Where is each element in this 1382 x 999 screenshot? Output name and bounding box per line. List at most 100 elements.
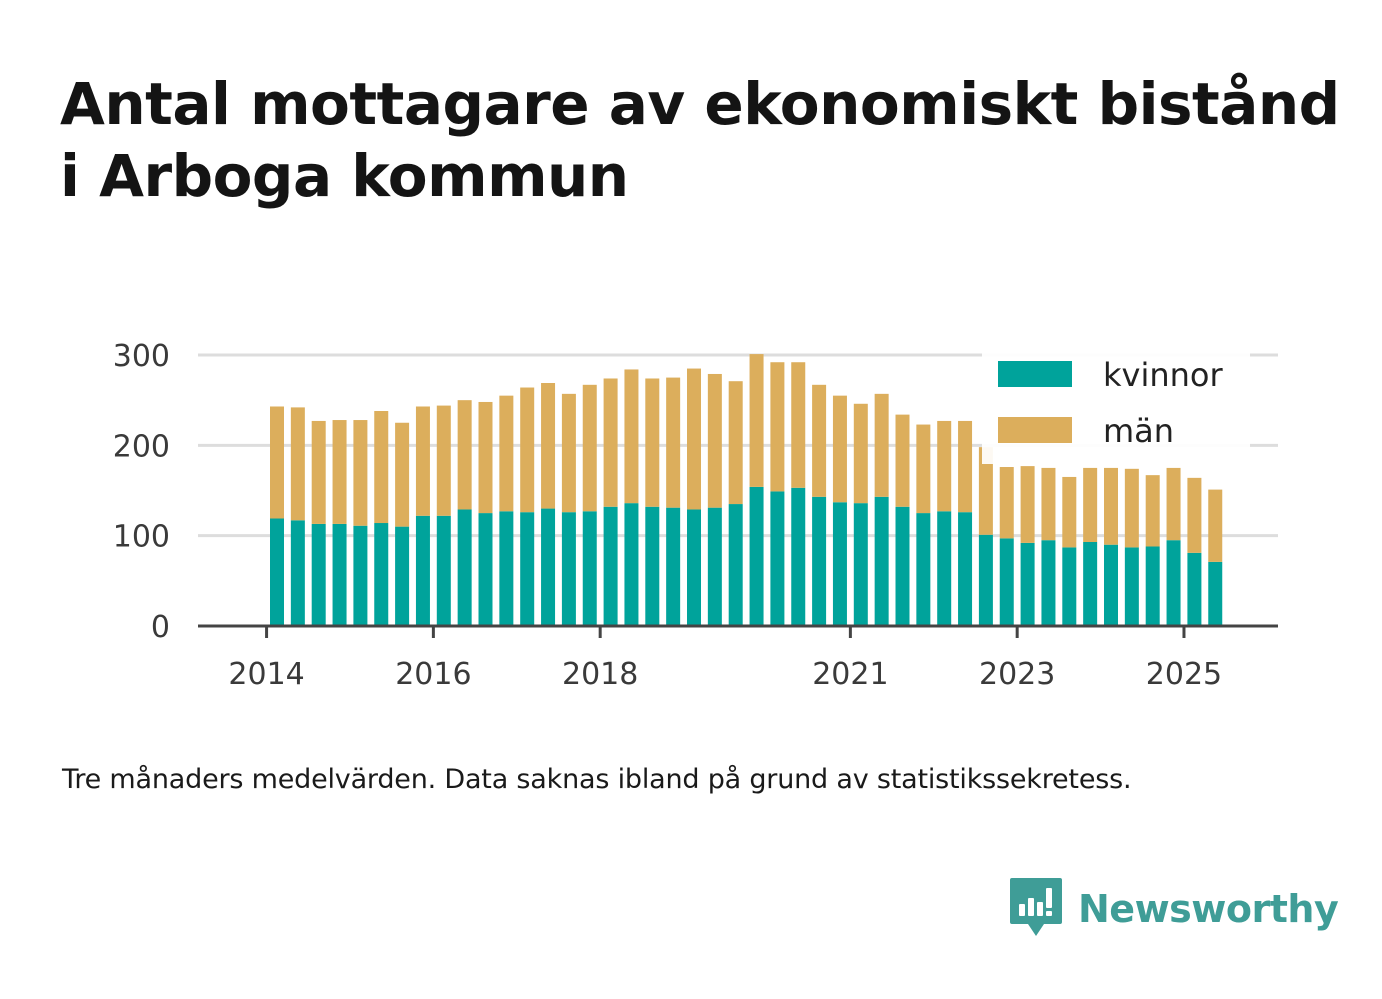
bar-man <box>270 406 284 519</box>
bar-kvinnor <box>1187 552 1202 626</box>
bar-man <box>1062 476 1077 548</box>
bar-man <box>1041 467 1056 541</box>
bar-kvinnor <box>561 512 576 626</box>
bar-man <box>707 373 722 508</box>
bar-kvinnor <box>749 486 764 626</box>
bar-man <box>520 387 535 513</box>
bar-kvinnor <box>1166 540 1181 626</box>
bar-man <box>541 383 556 509</box>
bar-kvinnor <box>812 496 827 626</box>
bar-man <box>436 405 451 516</box>
bar-man <box>499 395 514 512</box>
bar-kvinnor <box>666 507 681 626</box>
bar-kvinnor <box>707 507 722 626</box>
bar-kvinnor <box>374 523 389 626</box>
bar-kvinnor <box>1041 540 1056 626</box>
bar-man <box>395 422 410 527</box>
bar-kvinnor <box>687 509 701 626</box>
bar-man <box>895 414 910 507</box>
bar-man <box>874 393 889 497</box>
stacked-bar-chart: 0 100 200 300 2014 2016 2018 2021 2023 2025 kvinno… <box>113 339 1278 692</box>
bar-man <box>603 378 618 507</box>
bar-man <box>645 378 660 507</box>
bar-man <box>728 381 743 505</box>
bar-kvinnor <box>478 513 493 626</box>
bar-kvinnor <box>1124 547 1139 626</box>
bar-man <box>937 420 952 512</box>
bar-man <box>687 368 701 510</box>
bar-kvinnor <box>895 506 910 626</box>
y-tick-label: 0 <box>151 610 170 645</box>
bar-man <box>958 420 973 513</box>
x-tick-label: 2023 <box>979 657 1055 692</box>
bar-kvinnor <box>1208 561 1223 626</box>
bar-man <box>582 384 597 512</box>
bar-man <box>1166 467 1181 541</box>
bar-kvinnor <box>937 511 952 626</box>
legend-swatch-kvinnor <box>998 361 1072 387</box>
y-tick-label: 200 <box>113 429 170 464</box>
bar-kvinnor <box>436 515 451 626</box>
x-tick-label: 2014 <box>228 657 304 692</box>
bar-kvinnor <box>999 538 1014 626</box>
x-tick-label: 2016 <box>395 657 471 692</box>
bar-kvinnor <box>1083 541 1098 626</box>
bar-man <box>1104 467 1118 545</box>
chart-title: Antal mottagare av ekonomiskt bistånd i … <box>60 70 1340 210</box>
y-tick-label: 300 <box>113 339 170 374</box>
bar-man <box>791 362 806 488</box>
bar-kvinnor <box>1145 546 1160 626</box>
bar-kvinnor <box>728 504 743 626</box>
bar-man <box>812 384 827 497</box>
bar-kvinnor <box>1104 544 1118 626</box>
footnote: Tre månaders medelvärden. Data saknas ib… <box>62 764 1132 795</box>
bar-man <box>978 447 993 535</box>
legend-label-kvinnor: kvinnor <box>1103 356 1224 394</box>
bar-man <box>1208 489 1223 562</box>
x-tick-label: 2021 <box>812 657 888 692</box>
bar-kvinnor <box>270 518 284 626</box>
bar-man <box>853 403 868 504</box>
bar-kvinnor <box>853 503 868 626</box>
bar-man <box>666 377 681 508</box>
bar-man <box>916 424 931 514</box>
bar-kvinnor <box>332 523 347 626</box>
x-tick-label: 2018 <box>562 657 638 692</box>
bar-man <box>749 354 764 487</box>
bar-man <box>290 407 305 521</box>
bar-man <box>1124 468 1139 548</box>
legend-label-man: män <box>1103 412 1174 450</box>
brand-logo[interactable]: Newsworthy <box>1010 878 1339 940</box>
bar-kvinnor <box>603 506 618 626</box>
bar-kvinnor <box>645 506 660 626</box>
bar-man <box>415 406 430 516</box>
bar-kvinnor <box>770 491 785 626</box>
bar-kvinnor <box>916 513 931 626</box>
bar-kvinnor <box>541 508 556 626</box>
bar-man <box>770 362 785 492</box>
bar-man <box>457 400 472 510</box>
bar-kvinnor <box>520 512 535 626</box>
bar-kvinnor <box>499 511 514 626</box>
bar-man <box>332 420 347 524</box>
bar-man <box>999 467 1014 539</box>
bar-man <box>353 420 368 526</box>
bar-kvinnor <box>457 509 472 626</box>
bar-kvinnor <box>874 496 889 626</box>
x-tick-label: 2025 <box>1146 657 1222 692</box>
bar-man <box>374 411 389 524</box>
bar-man <box>1083 467 1098 542</box>
bar-kvinnor <box>415 515 430 626</box>
bar-kvinnor <box>582 511 597 626</box>
bar-kvinnor <box>832 502 847 626</box>
bar-kvinnor <box>958 512 973 626</box>
bar-kvinnor <box>978 534 993 626</box>
bar-kvinnor <box>1062 547 1077 626</box>
bar-man <box>478 401 493 514</box>
bar-man <box>311 420 326 524</box>
bar-man <box>832 395 847 503</box>
bar-man <box>1145 475 1160 547</box>
bar-man <box>561 393 576 513</box>
bar-kvinnor <box>290 520 305 626</box>
bar-man <box>1020 466 1035 543</box>
